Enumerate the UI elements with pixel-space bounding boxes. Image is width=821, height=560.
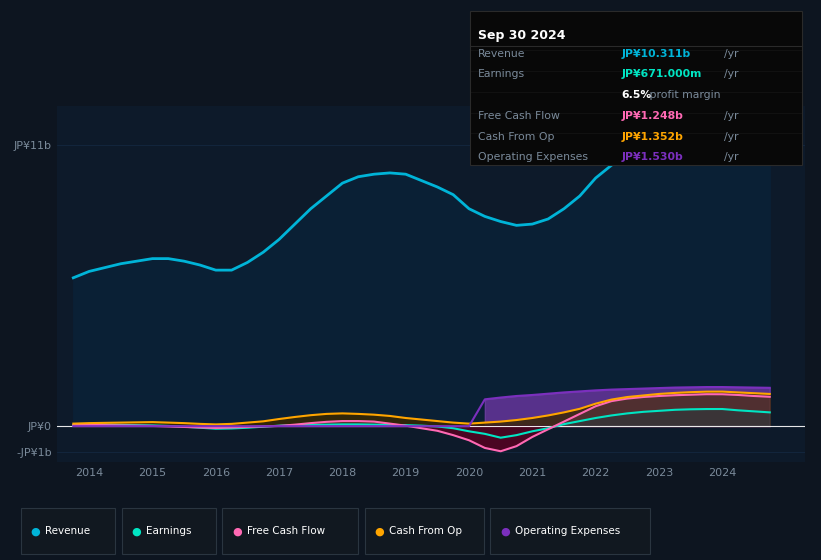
Text: ●: ●: [30, 526, 40, 536]
Text: Sep 30 2024: Sep 30 2024: [478, 29, 566, 42]
Text: ●: ●: [131, 526, 141, 536]
Text: /yr: /yr: [724, 49, 739, 59]
Text: Earnings: Earnings: [478, 69, 525, 80]
Text: Free Cash Flow: Free Cash Flow: [478, 111, 560, 121]
Text: JP¥1.248b: JP¥1.248b: [621, 111, 683, 121]
Text: /yr: /yr: [724, 111, 739, 121]
Text: Earnings: Earnings: [146, 526, 191, 536]
Text: Revenue: Revenue: [478, 49, 525, 59]
Text: Revenue: Revenue: [45, 526, 90, 536]
Text: JP¥10.311b: JP¥10.311b: [621, 49, 690, 59]
Text: Operating Expenses: Operating Expenses: [478, 152, 588, 162]
Text: ●: ●: [232, 526, 242, 536]
Text: ●: ●: [374, 526, 384, 536]
Text: JP¥1.530b: JP¥1.530b: [621, 152, 683, 162]
Text: Cash From Op: Cash From Op: [389, 526, 462, 536]
Text: Free Cash Flow: Free Cash Flow: [247, 526, 325, 536]
Text: profit margin: profit margin: [646, 90, 721, 100]
Text: ●: ●: [500, 526, 510, 536]
Text: JP¥1.352b: JP¥1.352b: [621, 132, 683, 142]
Text: JP¥671.000m: JP¥671.000m: [621, 69, 702, 80]
Text: 6.5%: 6.5%: [621, 90, 652, 100]
Text: /yr: /yr: [724, 152, 739, 162]
Text: Cash From Op: Cash From Op: [478, 132, 554, 142]
Text: /yr: /yr: [724, 69, 739, 80]
Text: Operating Expenses: Operating Expenses: [515, 526, 620, 536]
Text: /yr: /yr: [724, 132, 739, 142]
